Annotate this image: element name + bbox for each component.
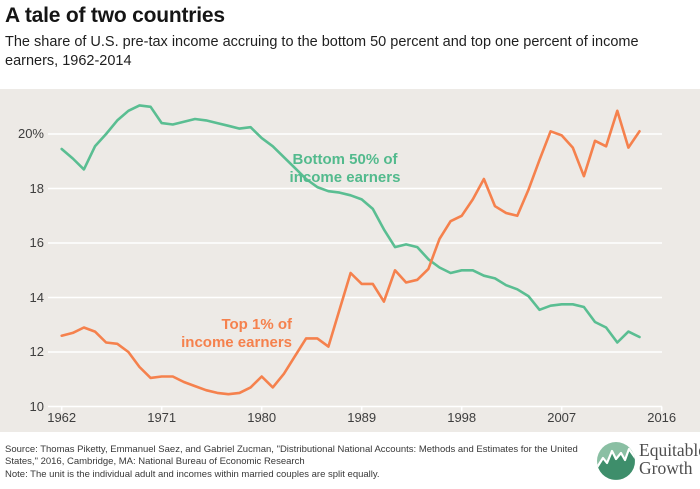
logo-wordmark: Equitable Growth [639,440,700,478]
page-title: A tale of two countries [5,4,225,27]
x-tick-label: 1980 [247,410,277,425]
x-tick-label: 2016 [647,410,677,425]
line-chart [48,104,663,412]
y-tick-label: 10 [29,398,44,414]
series-label-line: Bottom 50% of [292,151,398,168]
series-label-line: Top 1% of [221,316,292,333]
series-label-line: income earners [289,168,401,186]
equitable-growth-logo: Equitable Growth [597,440,700,482]
y-tick-label: 14 [29,289,44,305]
growth-chart-circle-icon [597,442,635,480]
y-tick-label: 16 [29,235,44,250]
y-tick-label: 20% [17,126,44,141]
source-citation: Source: Thomas Piketty, Emmanuel Saez, a… [5,444,578,467]
y-tick-label: 18 [29,180,44,196]
series-label-line: income earners [181,333,292,351]
y-tick-label: 12 [29,344,44,359]
series-label-top-1: Top 1% of income earners [172,316,292,351]
x-tick-label: 1998 [447,410,477,425]
x-tick-label: 1962 [47,410,77,425]
x-tick-label: 1971 [147,410,177,425]
chart-plot-area: 20% 18 16 14 12 10 1962 1971 1980 1989 1… [0,89,700,432]
x-tick-label: 2007 [547,410,577,425]
series-label-bottom-50: Bottom 50% of income earners [285,151,405,186]
x-tick-label: 1989 [347,410,377,425]
page-subtitle: The share of U.S. pre-tax income accruin… [5,34,639,69]
footnote: Note: The unit is the individual adult a… [5,469,380,480]
